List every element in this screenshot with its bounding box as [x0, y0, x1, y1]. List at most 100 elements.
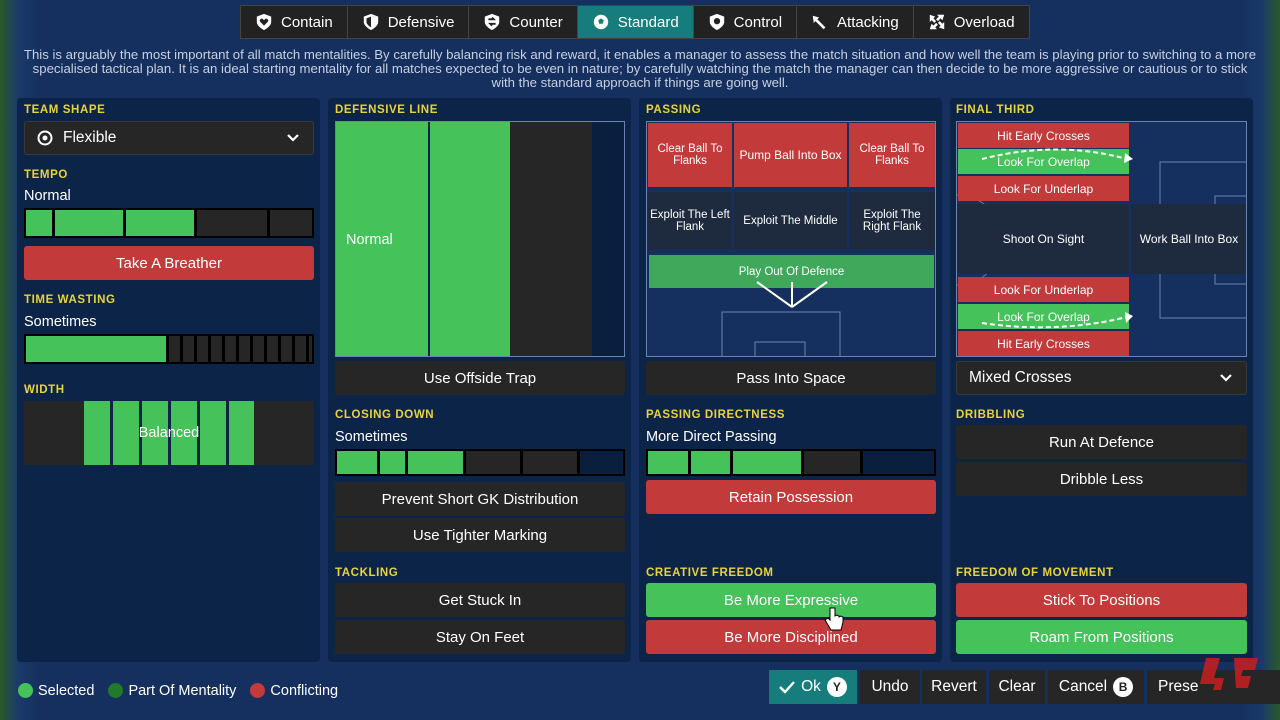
zone-clear-ball-left[interactable]: Clear Ball To Flanks — [648, 123, 732, 187]
panel-passing: PASSING Clear Ball To Flanks Pump Ball I… — [639, 98, 942, 662]
tab-contain[interactable]: Contain — [241, 6, 348, 38]
tab-counter[interactable]: Counter — [469, 6, 578, 38]
panel-defence: DEFENSIVE LINE Normal Use Offside Trap C… — [328, 98, 631, 662]
time-wasting-value: Sometimes — [24, 314, 97, 330]
hand-cursor-icon — [824, 607, 844, 631]
take-a-breather-button[interactable]: Take A Breather — [24, 246, 314, 280]
section-title: DEFENSIVE LINE — [335, 104, 438, 116]
tab-standard[interactable]: Standard — [577, 6, 694, 38]
section-title: TACKLING — [335, 567, 399, 579]
undo-button[interactable]: Undo — [860, 670, 920, 704]
width-slider[interactable]: Balanced — [24, 401, 314, 465]
team-shape-value: Flexible — [63, 129, 117, 146]
section-title: TIME WASTING — [24, 294, 116, 306]
chevron-down-icon — [287, 134, 299, 142]
defensive-line-value: Normal — [346, 232, 393, 248]
shield-icon — [363, 13, 378, 31]
zone-look-for-underlap-top[interactable]: Look For Underlap — [958, 176, 1129, 201]
tab-defensive[interactable]: Defensive — [348, 6, 470, 38]
section-title: PASSING DIRECTNESS — [646, 409, 786, 421]
cancel-button[interactable]: Cancel B — [1048, 670, 1144, 704]
defensive-line-slider[interactable]: Normal — [335, 121, 625, 357]
tab-label: Overload — [953, 13, 1015, 31]
tab-overload[interactable]: Overload — [914, 6, 1029, 38]
get-stuck-in-button[interactable]: Get Stuck In — [335, 583, 625, 617]
ball-icon — [593, 14, 608, 30]
passing-pitch: Clear Ball To Flanks Pump Ball Into Box … — [646, 121, 936, 357]
be-more-disciplined-button[interactable]: Be More Disciplined — [646, 620, 936, 654]
tab-label: Control — [733, 13, 783, 31]
section-title: PASSING — [646, 104, 702, 116]
overload-icon — [929, 14, 944, 30]
checkmark-icon — [779, 681, 795, 694]
zone-exploit-left[interactable]: Exploit The Left Flank — [648, 192, 732, 250]
attack-arrow-icon — [812, 15, 826, 30]
zone-clear-ball-right[interactable]: Clear Ball To Flanks — [849, 123, 935, 187]
zone-pump-ball[interactable]: Pump Ball Into Box — [734, 123, 847, 187]
zone-exploit-middle[interactable]: Exploit The Middle — [734, 192, 847, 250]
team-shape-dropdown[interactable]: Flexible — [24, 121, 314, 155]
tab-attacking[interactable]: Attacking — [797, 6, 914, 38]
stay-on-feet-button[interactable]: Stay On Feet — [335, 620, 625, 654]
closing-down-slider[interactable] — [335, 449, 625, 476]
legend: Selected Part Of Mentality Conflicting — [18, 683, 338, 699]
time-wasting-slider[interactable] — [24, 334, 314, 364]
zone-look-for-underlap-bottom[interactable]: Look For Underlap — [958, 277, 1129, 302]
mentality-tabs: Contain Defensive Counter Standard Contr… — [240, 5, 1030, 39]
section-title: TEMPO — [24, 169, 68, 181]
closing-down-value: Sometimes — [335, 429, 408, 445]
dribble-less-button[interactable]: Dribble Less — [956, 462, 1247, 496]
legend-selected: Selected — [18, 683, 94, 699]
mentality-description: This is arguably the most important of a… — [23, 47, 1257, 91]
b-button-badge: B — [1113, 677, 1134, 697]
zone-look-for-overlap-bottom[interactable]: Look For Overlap — [958, 304, 1129, 329]
zone-look-for-overlap-top[interactable]: Look For Overlap — [958, 149, 1129, 174]
width-value: Balanced — [84, 401, 254, 465]
counter-arrow-icon — [485, 13, 500, 31]
section-title: TEAM SHAPE — [24, 104, 106, 116]
pass-into-space-button[interactable]: Pass Into Space — [646, 361, 936, 395]
tab-label: Defensive — [387, 13, 455, 31]
zone-shoot-on-sight[interactable]: Shoot On Sight — [958, 204, 1129, 274]
section-title: CREATIVE FREEDOM — [646, 567, 774, 579]
presets-button[interactable]: Prese — [1147, 670, 1280, 704]
watermark-logo — [1200, 658, 1258, 690]
zone-work-ball-into-box[interactable]: Work Ball Into Box — [1131, 204, 1246, 274]
tab-label: Attacking — [837, 13, 899, 31]
zone-hit-early-crosses-bottom[interactable]: Hit Early Crosses — [958, 331, 1129, 356]
roam-from-positions-button[interactable]: Roam From Positions — [956, 620, 1247, 654]
zone-exploit-right[interactable]: Exploit The Right Flank — [849, 192, 935, 250]
section-title: DRIBBLING — [956, 409, 1026, 421]
tab-label: Standard — [617, 13, 679, 31]
panel-team-shape: TEAM SHAPE Flexible TEMPO Normal Take A … — [17, 98, 320, 662]
use-offside-trap-button[interactable]: Use Offside Trap — [335, 361, 625, 395]
revert-button[interactable]: Revert — [922, 670, 986, 704]
panel-final-third: FINAL THIRD Hit Early Crosses Look For O… — [950, 98, 1253, 662]
chevron-down-icon — [1220, 374, 1232, 382]
pitch-markings — [721, 281, 841, 356]
zone-play-out[interactable]: Play Out Of Defence — [649, 255, 934, 288]
tempo-slider[interactable] — [24, 208, 314, 238]
tab-control[interactable]: Control — [694, 6, 798, 38]
ok-button[interactable]: Ok Y — [769, 670, 857, 704]
clear-button[interactable]: Clear — [989, 670, 1045, 704]
section-title: WIDTH — [24, 384, 65, 396]
passing-directness-slider[interactable] — [646, 449, 936, 476]
crosses-dropdown[interactable]: Mixed Crosses — [956, 361, 1247, 395]
be-more-expressive-button[interactable]: Be More Expressive — [646, 583, 936, 617]
prevent-short-gk-button[interactable]: Prevent Short GK Distribution — [335, 482, 625, 516]
legend-conflicting: Conflicting — [250, 683, 338, 699]
section-title: FINAL THIRD — [956, 104, 1035, 116]
run-at-defence-button[interactable]: Run At Defence — [956, 425, 1247, 459]
y-button-badge: Y — [826, 677, 847, 697]
stick-to-positions-button[interactable]: Stick To Positions — [956, 583, 1247, 617]
tab-label: Counter — [509, 13, 563, 31]
retain-possession-button[interactable]: Retain Possession — [646, 480, 936, 514]
zone-hit-early-crosses-top[interactable]: Hit Early Crosses — [958, 123, 1129, 148]
legend-part-of-mentality: Part Of Mentality — [108, 683, 236, 699]
shield-heart-icon — [256, 13, 272, 31]
section-title: CLOSING DOWN — [335, 409, 435, 421]
final-third-pitch: Hit Early Crosses Look For Overlap Look … — [956, 121, 1247, 357]
use-tighter-marking-button[interactable]: Use Tighter Marking — [335, 518, 625, 552]
section-title: FREEDOM OF MOVEMENT — [956, 567, 1114, 579]
